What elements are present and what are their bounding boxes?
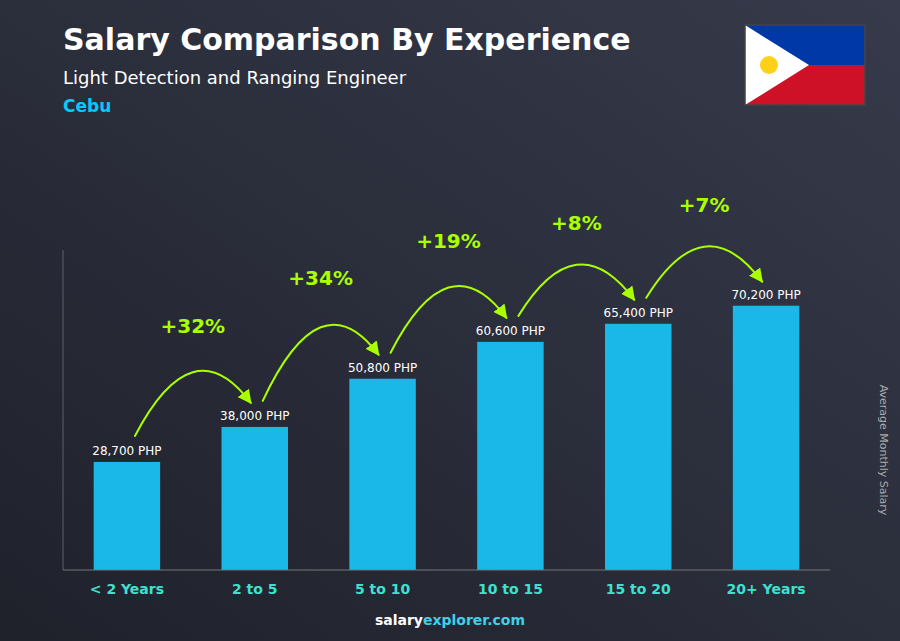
data-label: 70,200 PHP: [731, 288, 800, 302]
city: Cebu: [63, 96, 111, 116]
background: [0, 0, 900, 641]
flag-sun: [760, 56, 778, 74]
bar: [222, 427, 288, 570]
x-tick-label: 20+ Years: [727, 581, 806, 597]
flag-triangle: [745, 25, 809, 105]
y-axis-line: [63, 250, 64, 570]
change-label: +32%: [161, 314, 226, 338]
bar: [349, 379, 415, 570]
data-label: 60,600 PHP: [476, 324, 545, 338]
x-tick-label: < 2 Years: [90, 581, 164, 597]
data-label: 50,800 PHP: [348, 361, 417, 375]
flag: [745, 25, 865, 105]
subtitle: Light Detection and Ranging Engineer: [63, 67, 407, 88]
footer-part: explorer.com: [423, 612, 525, 628]
bar: [477, 342, 543, 570]
change-arrow: [518, 264, 634, 315]
x-axis-line: [63, 570, 830, 571]
change-label: +19%: [416, 229, 481, 253]
data-label: 65,400 PHP: [604, 306, 673, 320]
change-label: +34%: [288, 266, 353, 290]
title: Salary Comparison By Experience: [63, 22, 631, 57]
y-axis-label: Average Monthly Salary: [877, 385, 890, 516]
bar: [733, 306, 799, 570]
bar: [94, 462, 160, 570]
data-label: 28,700 PHP: [92, 444, 161, 458]
footer: salaryexplorer.com: [375, 612, 525, 628]
change-arrow: [646, 246, 762, 297]
footer-part: salary: [375, 612, 423, 628]
bar: [605, 324, 671, 570]
x-tick-label: 5 to 10: [355, 581, 411, 597]
data-label: 38,000 PHP: [220, 409, 289, 423]
change-arrow: [263, 325, 379, 401]
change-arrow: [135, 371, 251, 436]
flag-border: [745, 25, 865, 105]
change-label: +7%: [679, 193, 730, 217]
change-arrow: [391, 286, 507, 353]
bars: [94, 306, 800, 570]
x-tick-label: 10 to 15: [478, 581, 543, 597]
x-tick-label: 15 to 20: [606, 581, 671, 597]
x-tick-label: 2 to 5: [232, 581, 278, 597]
chart-svg: Salary Comparison By Experience Light Det…: [0, 0, 900, 641]
change-label: +8%: [551, 211, 602, 235]
